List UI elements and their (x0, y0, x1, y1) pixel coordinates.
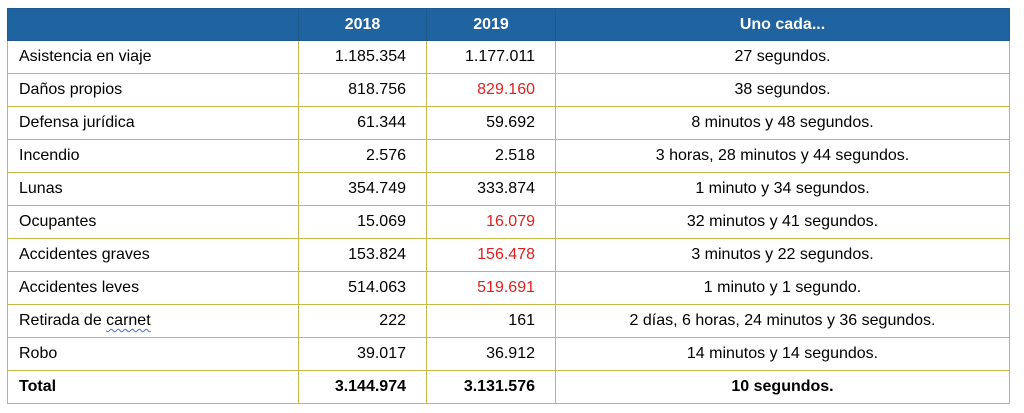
table-row: Daños propios 818.756 829.160 38 segundo… (7, 73, 1010, 107)
frequency: 14 minutos y 14 segundos. (555, 337, 1010, 371)
total-frequency: 10 segundos. (555, 370, 1010, 404)
frequency: 3 horas, 28 minutos y 44 segundos. (555, 139, 1010, 173)
value-2018: 818.756 (298, 73, 427, 107)
value-2018: 15.069 (298, 205, 427, 239)
frequency: 1 minuto y 1 segundo. (555, 271, 1010, 305)
value-2019: 161 (426, 304, 556, 338)
table-row: Lunas 354.749 333.874 1 minuto y 34 segu… (7, 172, 1010, 206)
value-2019: 16.079 (426, 205, 556, 239)
frequency: 32 minutos y 41 segundos. (555, 205, 1010, 239)
value-2019: 519.691 (426, 271, 556, 305)
value-2018: 153.824 (298, 238, 427, 272)
table-row: Defensa jurídica 61.344 59.692 8 minutos… (7, 106, 1010, 140)
total-row: Total 3.144.974 3.131.576 10 segundos. (7, 370, 1010, 404)
table-row: Accidentes leves 514.063 519.691 1 minut… (7, 271, 1010, 305)
value-2018: 222 (298, 304, 427, 338)
value-2019: 1.177.011 (426, 40, 556, 74)
table-body: Asistencia en viaje 1.185.354 1.177.011 … (7, 40, 1010, 404)
value-2018: 514.063 (298, 271, 427, 305)
frequency: 38 segundos. (555, 73, 1010, 107)
table-row: Retirada de carnet 222 161 2 días, 6 hor… (7, 304, 1010, 338)
frequency: 2 días, 6 horas, 24 minutos y 36 segundo… (555, 304, 1010, 338)
value-2018: 39.017 (298, 337, 427, 371)
value-2019: 2.518 (426, 139, 556, 173)
value-2019: 333.874 (426, 172, 556, 206)
value-2018: 354.749 (298, 172, 427, 206)
table-row: Ocupantes 15.069 16.079 32 minutos y 41 … (7, 205, 1010, 239)
row-label: Daños propios (7, 73, 299, 107)
table-header: 2018 2019 Uno cada... (7, 8, 1010, 41)
value-2019: 156.478 (426, 238, 556, 272)
row-label: Robo (7, 337, 299, 371)
value-2018: 2.576 (298, 139, 427, 173)
row-label: Retirada de carnet (7, 304, 299, 338)
table-row: Robo 39.017 36.912 14 minutos y 14 segun… (7, 337, 1010, 371)
header-2019: 2019 (426, 8, 556, 41)
row-label-text: Retirada de (19, 312, 107, 329)
value-2018: 1.185.354 (298, 40, 427, 74)
claims-table: 2018 2019 Uno cada... Asistencia en viaj… (7, 8, 1010, 404)
row-label: Accidentes leves (7, 271, 299, 305)
header-row: 2018 2019 Uno cada... (7, 8, 1010, 41)
table-row: Accidentes graves 153.824 156.478 3 minu… (7, 238, 1010, 272)
value-2019: 59.692 (426, 106, 556, 140)
value-2018: 61.344 (298, 106, 427, 140)
spellcheck-word: carnet (106, 312, 151, 329)
frequency: 1 minuto y 34 segundos. (555, 172, 1010, 206)
row-label: Defensa jurídica (7, 106, 299, 140)
table-row: Asistencia en viaje 1.185.354 1.177.011 … (7, 40, 1010, 74)
total-2018: 3.144.974 (298, 370, 427, 404)
row-label: Asistencia en viaje (7, 40, 299, 74)
header-2018: 2018 (298, 8, 427, 41)
total-label: Total (7, 370, 299, 404)
frequency: 3 minutos y 22 segundos. (555, 238, 1010, 272)
value-2019: 829.160 (426, 73, 556, 107)
row-label: Lunas (7, 172, 299, 206)
row-label: Incendio (7, 139, 299, 173)
row-label: Ocupantes (7, 205, 299, 239)
frequency: 27 segundos. (555, 40, 1010, 74)
value-2019: 36.912 (426, 337, 556, 371)
header-empty-cell (7, 8, 299, 41)
total-2019: 3.131.576 (426, 370, 556, 404)
table-row: Incendio 2.576 2.518 3 horas, 28 minutos… (7, 139, 1010, 173)
row-label: Accidentes graves (7, 238, 299, 272)
frequency: 8 minutos y 48 segundos. (555, 106, 1010, 140)
header-uno-cada: Uno cada... (555, 8, 1010, 41)
